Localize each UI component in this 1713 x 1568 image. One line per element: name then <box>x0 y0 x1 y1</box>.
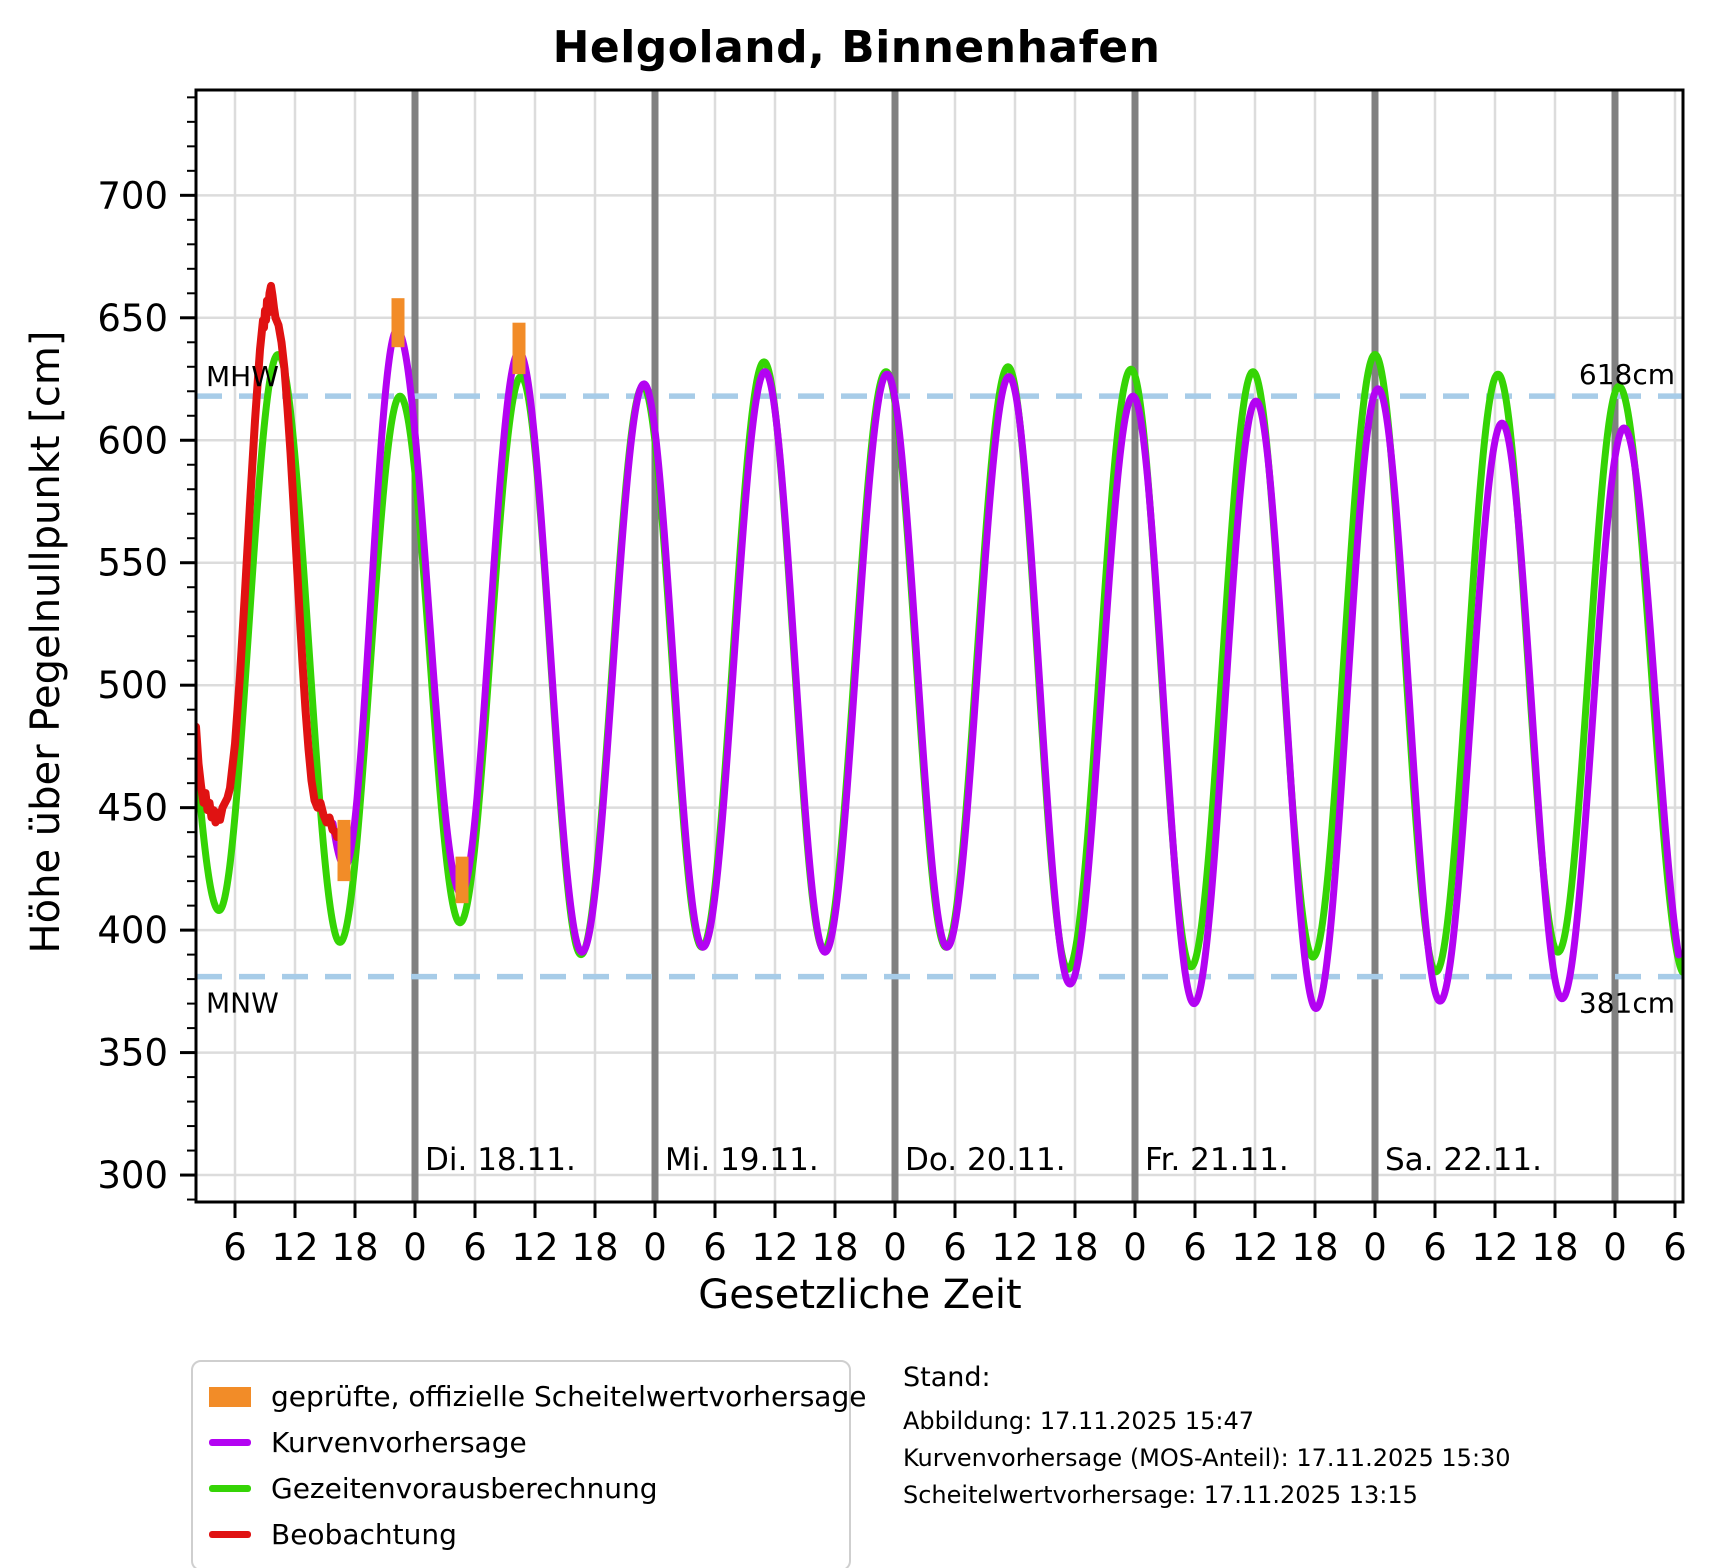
peak-forecast-bar <box>391 298 405 348</box>
purple-line-swatch <box>209 1439 251 1446</box>
page-title: Helgoland, Binnenhafen <box>552 22 1161 73</box>
grid <box>196 90 1683 1202</box>
status-line-kurvenvorhersage: Kurvenvorhersage (MOS-Anteil): 17.11.202… <box>903 1444 1511 1472</box>
x-tick-label: 6 <box>1423 1226 1447 1269</box>
x-tick-label: 12 <box>1471 1226 1518 1269</box>
legend-item-astronomical: Gezeitenvorausberechnung <box>209 1472 829 1505</box>
x-tick-label: 12 <box>751 1226 798 1269</box>
x-tick-label: 0 <box>403 1226 427 1269</box>
x-tick-label: 0 <box>1603 1226 1627 1269</box>
x-tick-label: 0 <box>1123 1226 1147 1269</box>
series-purple <box>329 326 1683 1012</box>
series-red <box>196 281 341 841</box>
peak-forecast-bars <box>337 298 526 904</box>
x-tick-label: 18 <box>1531 1226 1578 1269</box>
reference-value-mhw: 618cm <box>1579 358 1675 391</box>
reference-label-mhw: MHW <box>206 360 279 393</box>
legend-item-label: geprüfte, offizielle Scheitelwertvorhers… <box>271 1380 867 1413</box>
x-tick-label: 12 <box>511 1226 558 1269</box>
status-line-abbildung: Abbildung: 17.11.2025 15:47 <box>903 1407 1255 1435</box>
x-tick-label: 12 <box>991 1226 1038 1269</box>
legend-item-observation: Beobachtung <box>209 1518 829 1551</box>
y-tick-label: 700 <box>97 174 168 217</box>
axes <box>180 88 1685 1218</box>
x-tick-label: 18 <box>571 1226 618 1269</box>
x-tick-label: 6 <box>463 1226 487 1269</box>
reference-lines <box>196 393 1683 980</box>
legend-box: geprüfte, offizielle Scheitelwertvorhers… <box>191 1360 866 1568</box>
reference-label-mnw: MNW <box>206 987 279 1020</box>
legend-item-label: Gezeitenvorausberechnung <box>271 1472 658 1505</box>
x-tick-label: 18 <box>1051 1226 1098 1269</box>
red-line-swatch <box>209 1531 251 1538</box>
day-label: Do. 20.11. <box>905 1142 1066 1178</box>
x-tick-label: 6 <box>943 1226 967 1269</box>
y-tick-label: 300 <box>97 1154 168 1197</box>
x-tick-label: 6 <box>703 1226 727 1269</box>
day-label: Sa. 22.11. <box>1385 1142 1542 1178</box>
x-tick-label: 6 <box>223 1226 247 1269</box>
orange-patch-swatch <box>209 1386 251 1407</box>
series-curves <box>196 281 1683 1012</box>
peak-forecast-bar <box>337 819 351 882</box>
status-block: Stand: Abbildung: 17.11.2025 15:47 Kurve… <box>903 1362 1511 1518</box>
y-tick-label: 550 <box>97 542 168 585</box>
legend-item-curve-forecast: Kurvenvorhersage <box>209 1426 829 1459</box>
plot-border <box>194 88 1685 1204</box>
x-axis-label: Gesetzliche Zeit <box>698 1272 1022 1318</box>
y-tick-label: 400 <box>97 909 168 952</box>
x-tick-label: 0 <box>883 1226 907 1269</box>
status-heading: Stand: <box>903 1362 991 1393</box>
day-label: Di. 18.11. <box>425 1142 576 1178</box>
x-tick-label: 18 <box>331 1226 378 1269</box>
reference-value-mnw: 381cm <box>1579 987 1675 1020</box>
x-tick-label: 6 <box>1663 1226 1687 1269</box>
x-tick-label: 0 <box>643 1226 667 1269</box>
day-label: Mi. 19.11. <box>665 1142 819 1178</box>
x-tick-label: 6 <box>1183 1226 1207 1269</box>
y-tick-label: 650 <box>97 297 168 340</box>
y-tick-label: 500 <box>97 664 168 707</box>
legend-item-label: Kurvenvorhersage <box>271 1426 527 1459</box>
x-tick-label: 12 <box>1231 1226 1278 1269</box>
x-tick-label: 18 <box>811 1226 858 1269</box>
legend-item-label: Beobachtung <box>271 1518 457 1551</box>
x-tick-label: 12 <box>271 1226 318 1269</box>
y-tick-label: 600 <box>97 419 168 462</box>
peak-forecast-bar <box>455 856 469 904</box>
y-axis-label: Höhe über Pegelnullpunkt [cm] <box>23 330 69 954</box>
peak-forecast-bar <box>512 322 526 375</box>
y-tick-label: 350 <box>97 1032 168 1075</box>
green-line-swatch <box>209 1485 251 1492</box>
day-label: Fr. 21.11. <box>1145 1142 1289 1178</box>
legend-item-peak-forecast: geprüfte, offizielle Scheitelwertvorhers… <box>209 1380 866 1413</box>
x-tick-label: 18 <box>1291 1226 1338 1269</box>
x-tick-label: 0 <box>1363 1226 1387 1269</box>
status-line-scheitelwert: Scheitelwertvorhersage: 17.11.2025 13:15 <box>903 1481 1418 1509</box>
y-tick-label: 450 <box>97 787 168 830</box>
